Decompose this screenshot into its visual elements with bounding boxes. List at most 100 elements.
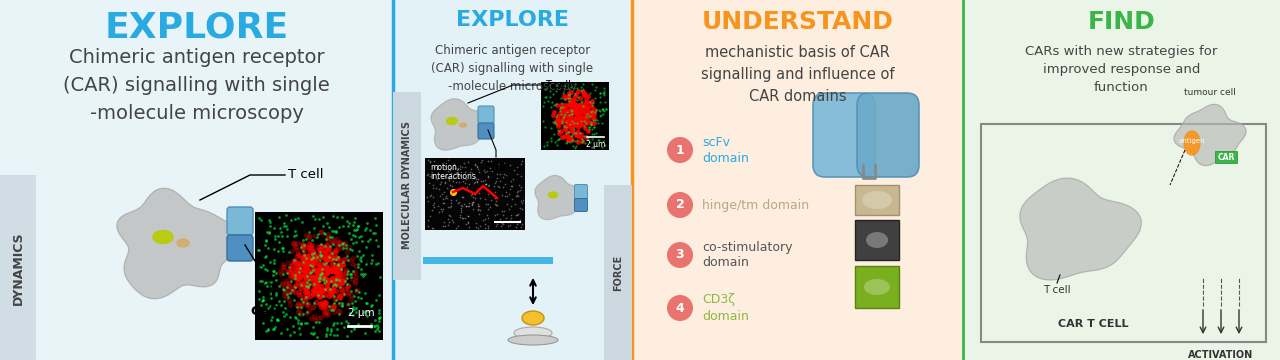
Point (445, 189, 466, 194)
Point (319, 254, 339, 260)
Bar (0, 175, 36, 360)
Point (468, 190, 489, 195)
Ellipse shape (515, 327, 552, 339)
Point (439, 213, 460, 219)
Point (444, 161, 465, 167)
Bar (980, 124, 1266, 342)
Point (324, 260, 344, 266)
Point (255, 254, 275, 260)
Point (485, 202, 506, 207)
Point (581, 120, 602, 125)
Point (589, 138, 609, 143)
Point (276, 284, 297, 290)
Point (337, 242, 357, 248)
Point (285, 314, 306, 320)
Point (471, 179, 492, 184)
Point (424, 204, 444, 210)
Point (452, 203, 472, 209)
Point (585, 130, 605, 136)
Point (287, 304, 307, 310)
Point (438, 158, 458, 163)
Point (337, 271, 357, 277)
Point (485, 223, 506, 229)
Ellipse shape (864, 279, 890, 295)
Point (589, 107, 609, 113)
Ellipse shape (447, 117, 457, 125)
Point (316, 325, 337, 331)
Point (492, 223, 512, 229)
Point (314, 275, 334, 280)
Point (586, 84, 607, 90)
Point (457, 213, 477, 219)
Point (367, 326, 388, 332)
Point (355, 290, 375, 296)
Point (275, 212, 296, 218)
Point (479, 191, 499, 197)
Point (435, 163, 456, 168)
Point (252, 298, 273, 304)
Point (594, 142, 614, 148)
Point (276, 326, 297, 332)
Point (334, 324, 355, 330)
Text: MOLECULAR DYNAMICS: MOLECULAR DYNAMICS (402, 121, 412, 249)
Point (465, 174, 485, 180)
Point (438, 175, 458, 181)
Text: FIND: FIND (1088, 10, 1156, 34)
Point (303, 282, 324, 287)
Point (499, 218, 520, 224)
Point (268, 248, 288, 254)
Point (346, 309, 366, 315)
Point (364, 323, 384, 329)
Point (321, 327, 342, 332)
Point (283, 323, 303, 328)
Point (301, 330, 321, 336)
Point (348, 223, 369, 229)
Point (422, 171, 443, 177)
Point (557, 109, 577, 115)
Point (593, 107, 613, 112)
Text: antigen: antigen (1179, 138, 1206, 144)
Point (556, 83, 576, 89)
Point (434, 201, 454, 206)
Text: hinge/tm domain: hinge/tm domain (701, 198, 809, 211)
Point (301, 263, 321, 269)
Point (273, 310, 293, 315)
Point (582, 100, 603, 106)
Point (475, 221, 495, 226)
Point (253, 294, 274, 300)
Point (270, 330, 291, 336)
Point (291, 321, 311, 327)
Point (328, 327, 348, 332)
Point (342, 222, 362, 228)
Point (594, 108, 614, 113)
Point (303, 255, 324, 260)
Point (477, 174, 498, 180)
Text: T cell: T cell (1043, 285, 1071, 295)
Circle shape (667, 295, 692, 321)
Point (283, 297, 303, 303)
Point (596, 106, 617, 112)
Point (442, 217, 462, 223)
Point (343, 324, 364, 330)
Point (584, 124, 604, 130)
Point (445, 170, 466, 175)
Point (353, 271, 374, 277)
Point (465, 180, 485, 186)
Point (301, 256, 321, 261)
Text: co-stimulatory
domain: co-stimulatory domain (701, 240, 792, 270)
Point (581, 131, 602, 137)
Point (264, 246, 284, 252)
Point (328, 214, 348, 220)
Point (250, 247, 270, 253)
Point (306, 234, 326, 240)
Point (326, 278, 347, 283)
Point (361, 302, 381, 308)
Point (558, 129, 579, 135)
Point (471, 159, 492, 165)
Point (276, 226, 297, 232)
Bar (393, 92, 421, 280)
Point (545, 140, 566, 145)
Point (563, 143, 584, 149)
Point (477, 201, 498, 207)
FancyBboxPatch shape (227, 207, 253, 235)
